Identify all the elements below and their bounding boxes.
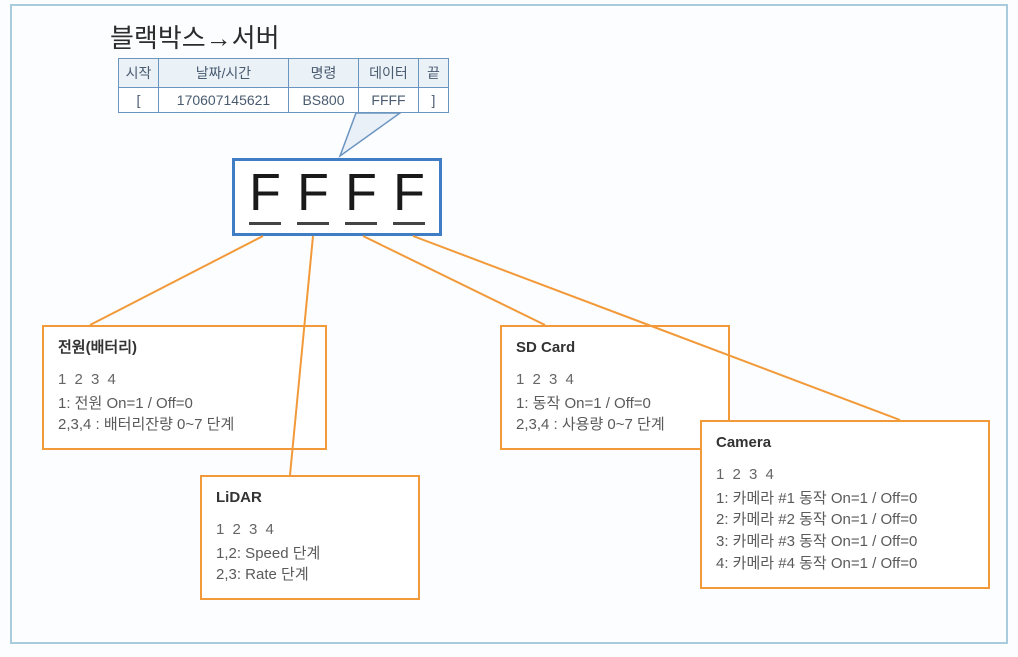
info-title-camera: Camera [716,432,974,454]
info-line: 2,3,4 : 사용량 0~7 단계 [516,414,714,436]
f-char-3: F [341,163,381,223]
td-end: ] [419,88,449,113]
info-line: 4: 카메라 #4 동작 On=1 / Off=0 [716,553,974,575]
info-box-camera: Camera 1 2 3 4 1: 카메라 #1 동작 On=1 / Off=0… [700,420,990,589]
info-line: 3: 카메라 #3 동작 On=1 / Off=0 [716,531,974,553]
info-bits-camera: 1 2 3 4 [716,464,974,486]
th-data: 데이터 [359,59,419,88]
info-title-sdcard: SD Card [516,337,714,359]
td-command: BS800 [289,88,359,113]
info-box-power: 전원(배터리) 1 2 3 4 1: 전원 On=1 / Off=0 2,3,4… [42,325,327,450]
f-char-2: F [293,163,333,223]
info-line: 1: 전원 On=1 / Off=0 [58,393,311,415]
th-start: 시작 [119,59,159,88]
table-data-row: [ 170607145621 BS800 FFFF ] [119,88,449,113]
info-line: 2,3,4 : 배터리잔량 0~7 단계 [58,414,311,436]
info-box-sdcard: SD Card 1 2 3 4 1: 동작 On=1 / Off=0 2,3,4… [500,325,730,450]
info-title-lidar: LiDAR [216,487,404,509]
th-command: 명령 [289,59,359,88]
info-title-power: 전원(배터리) [58,337,311,359]
info-line: 2: 카메라 #2 동작 On=1 / Off=0 [716,509,974,531]
info-line: 1: 카메라 #1 동작 On=1 / Off=0 [716,488,974,510]
ffff-detail-box: F F F F [232,158,442,236]
table-header-row: 시작 날짜/시간 명령 데이터 끝 [119,59,449,88]
info-line: 2,3: Rate 단계 [216,564,404,586]
diagram-title: 블랙박스→서버 [110,18,280,55]
td-start: [ [119,88,159,113]
info-line: 1: 동작 On=1 / Off=0 [516,393,714,415]
td-datetime: 170607145621 [159,88,289,113]
info-bits-sdcard: 1 2 3 4 [516,369,714,391]
protocol-table: 시작 날짜/시간 명령 데이터 끝 [ 170607145621 BS800 F… [118,58,449,113]
th-end: 끝 [419,59,449,88]
info-box-lidar: LiDAR 1 2 3 4 1,2: Speed 단계 2,3: Rate 단계 [200,475,420,600]
f-char-1: F [245,163,285,223]
th-datetime: 날짜/시간 [159,59,289,88]
td-data: FFFF [359,88,419,113]
info-bits-power: 1 2 3 4 [58,369,311,391]
info-bits-lidar: 1 2 3 4 [216,519,404,541]
f-char-4: F [389,163,429,223]
info-line: 1,2: Speed 단계 [216,543,404,565]
